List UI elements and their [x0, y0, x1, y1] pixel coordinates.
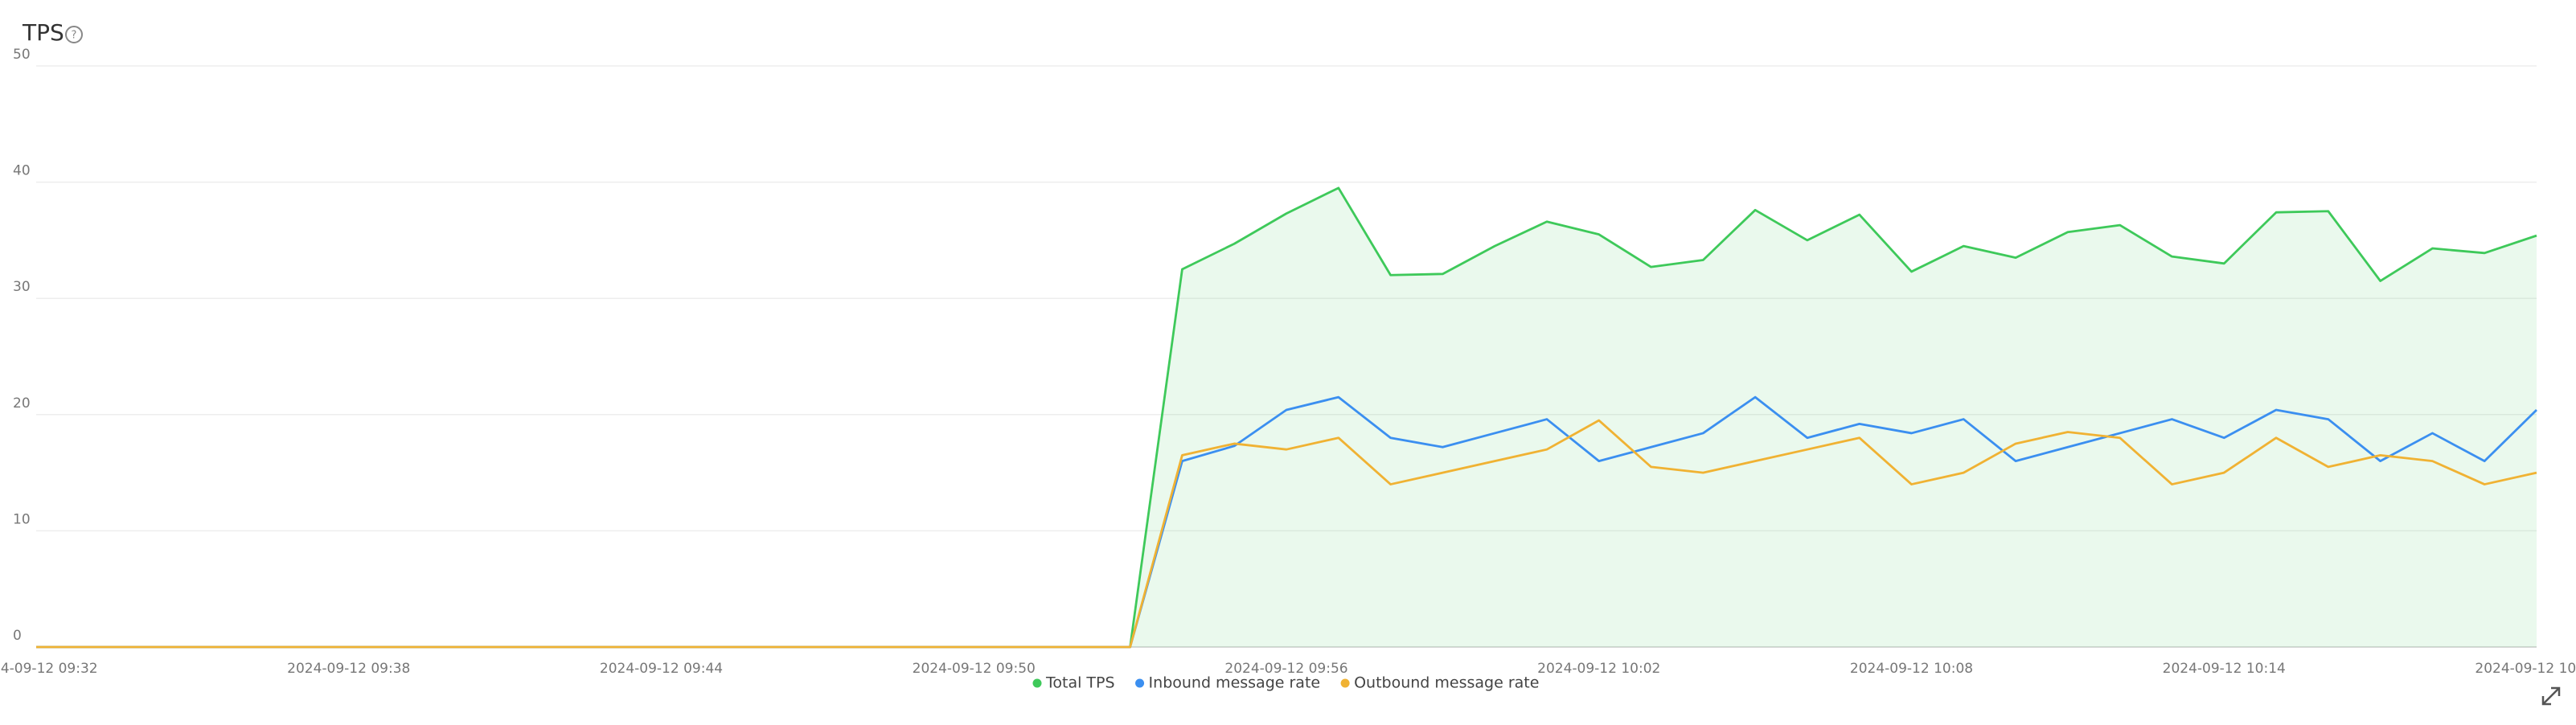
legend-item: Total TPS [1032, 674, 1115, 692]
x-tick-label: 2024-09-12 09:38 [287, 661, 410, 677]
legend-marker [1340, 678, 1350, 688]
legend-label: Inbound message rate [1149, 674, 1321, 692]
legend-marker [1135, 678, 1145, 688]
y-tick-label: 20 [13, 395, 31, 412]
legend-label: Outbound message rate [1354, 674, 1539, 692]
y-tick-label: 30 [13, 279, 31, 295]
y-tick-label: 50 [13, 47, 31, 63]
x-tick-label: 2024-09-12 09:56 [1224, 661, 1347, 677]
x-tick-label: 2024-09-12 09:32 [0, 661, 98, 677]
chart-title: TPS [22, 19, 64, 46]
y-tick-label: 40 [13, 163, 31, 179]
x-tick-label: 2024-09-12 10:08 [1850, 661, 1973, 677]
x-tick-label: 2024-09-12 09:50 [913, 661, 1036, 677]
svg-text:?: ? [72, 30, 77, 42]
legend-item: Outbound message rate [1340, 674, 1539, 692]
legend-item: Inbound message rate [1135, 674, 1320, 692]
expand-icon[interactable] [2541, 686, 2561, 706]
area [36, 187, 2537, 647]
x-tick-label: 2024-09-12 10:02 [1537, 661, 1660, 677]
line [36, 419, 2537, 649]
help-icon[interactable]: ? [65, 26, 83, 43]
x-tick-label: 2024-09-12 10:14 [2163, 661, 2286, 677]
y-tick-label: 0 [13, 628, 22, 644]
y-tick-label: 10 [13, 511, 31, 527]
legend-marker [1032, 678, 1042, 688]
x-tick-label: 2024-09-12 09:44 [600, 661, 723, 677]
legend-label: Total TPS [1045, 674, 1115, 692]
x-tick-label: 2024-09-12 10:20 [2475, 661, 2576, 677]
